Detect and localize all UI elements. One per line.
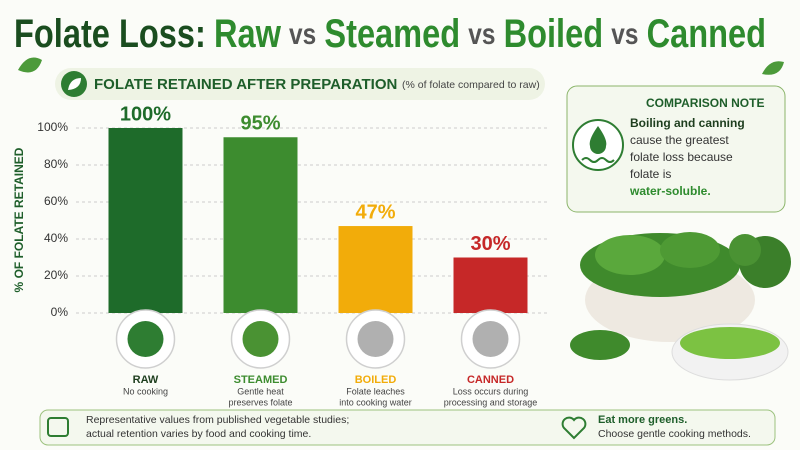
header-icon-leaf	[68, 78, 81, 90]
x-tick-label: RAW	[133, 374, 159, 386]
water-drop	[589, 126, 607, 154]
footer	[39, 409, 776, 446]
footer-note: actual retention varies by food and cook…	[86, 428, 311, 440]
chart-title: FOLATE RETAINED AFTER PREPARATION	[94, 76, 397, 93]
category-description: preserves folate	[228, 397, 292, 407]
title-part: Folate Loss:	[14, 12, 206, 56]
y-tick-label: 60%	[44, 194, 68, 208]
title-part: Boiled	[504, 12, 604, 56]
footer-tip: Eat more greens.	[598, 414, 687, 426]
note-line: Boiling and canning	[630, 116, 745, 130]
category-icon-art	[242, 321, 279, 357]
category-icon-art	[472, 321, 509, 357]
title-part: Steamed	[324, 12, 460, 56]
broccoli	[729, 234, 761, 266]
y-tick-label: 80%	[44, 157, 68, 171]
title-part: Raw	[214, 12, 282, 56]
note-title: COMPARISON NOTE	[646, 96, 764, 110]
title: Folate Loss:RawvsSteamedvsBoiledvsCanned	[14, 12, 766, 56]
title-part: vs	[289, 18, 316, 51]
category-icon-art	[357, 321, 394, 357]
y-tick-label: 100%	[37, 120, 68, 134]
bar	[338, 226, 413, 313]
chart-header	[55, 68, 545, 100]
footer-note: Representative values from published veg…	[86, 414, 349, 426]
note-line: folate loss because	[630, 150, 733, 164]
leaf-decor	[18, 57, 42, 73]
x-tick-label: CANNED	[467, 374, 514, 386]
y-axis-label: % OF FOLATE RETAINED	[12, 147, 26, 292]
spinach-leaf	[570, 330, 630, 360]
value-label: 95%	[240, 113, 280, 135]
value-label: 47%	[355, 201, 395, 223]
x-tick-label: BOILED	[355, 374, 397, 386]
title-part: vs	[468, 18, 495, 51]
category-description: into cooking water	[339, 397, 412, 407]
spinach-leaf	[595, 235, 665, 275]
category-description: No cooking	[123, 386, 168, 396]
category-description: Gentle heat	[237, 386, 284, 396]
spinach-leaf	[660, 232, 720, 268]
note-text: Boiling and canning cause the greatest fol…	[629, 116, 745, 198]
chart-subtitle: (% of folate compared to raw)	[402, 79, 540, 91]
peas	[680, 327, 780, 359]
category-icon-art	[127, 321, 164, 357]
x-tick-label: STEAMED	[234, 374, 288, 386]
value-label: 30%	[470, 233, 510, 255]
value-label: 100%	[120, 103, 171, 125]
bar	[223, 137, 298, 313]
note-line: cause the greatest	[630, 133, 729, 147]
water-wave	[581, 157, 615, 163]
title-part: Canned	[647, 12, 766, 56]
heart-icon	[561, 416, 587, 440]
y-tick-label: 20%	[44, 268, 68, 282]
book-icon	[47, 417, 69, 437]
leaf-decor	[762, 61, 784, 75]
category-description: Loss occurs during	[453, 386, 529, 396]
y-tick-label: 0%	[51, 305, 69, 319]
y-tick-label: 40%	[44, 231, 68, 245]
category-description: Folate leaches	[346, 386, 405, 396]
category-description: processing and storage	[444, 397, 538, 407]
bar	[108, 128, 183, 313]
note-line: folate is	[630, 167, 671, 181]
note-line: water-soluble.	[629, 184, 711, 198]
title-part: vs	[611, 18, 638, 51]
note-box	[566, 85, 786, 213]
footer-tip: Choose gentle cooking methods.	[598, 428, 751, 440]
bar	[453, 257, 528, 313]
